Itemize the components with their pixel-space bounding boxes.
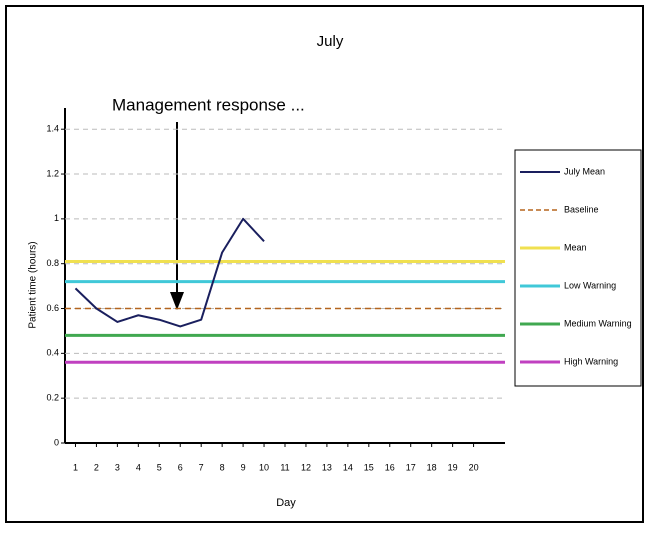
- legend-label: Medium Warning: [564, 318, 632, 328]
- x-tick-label: 12: [301, 462, 311, 472]
- x-tick-label: 5: [157, 462, 162, 472]
- y-axis-label: Patient time (hours): [28, 241, 39, 328]
- y-tick-label: 0: [54, 437, 59, 447]
- x-tick-label: 1: [73, 462, 78, 472]
- legend-label: Low Warning: [564, 280, 616, 290]
- legend: [514, 149, 642, 387]
- x-tick-label: 6: [178, 462, 183, 472]
- y-tick-label: 1.2: [46, 168, 59, 178]
- x-tick-label: 17: [406, 462, 416, 472]
- x-tick-label: 3: [115, 462, 120, 472]
- data-line: [74, 217, 265, 328]
- x-tick-label: 18: [427, 462, 437, 472]
- x-tick-label: 4: [136, 462, 141, 472]
- x-tick-label: 13: [322, 462, 332, 472]
- legend-label: July Mean: [564, 166, 605, 176]
- annotation-arrowhead: [170, 292, 184, 310]
- y-tick-label: 0.6: [46, 303, 59, 313]
- y-tick-label: 0.2: [46, 393, 59, 403]
- x-tick-label: 10: [259, 462, 269, 472]
- legend-label: Mean: [564, 242, 587, 252]
- y-tick-label: 1.4: [46, 124, 59, 134]
- x-tick-label: 2: [94, 462, 99, 472]
- legend-label: High Warning: [564, 356, 618, 366]
- x-tick-label: 15: [364, 462, 374, 472]
- x-axis-label: Day: [276, 497, 296, 509]
- y-tick-label: 0.4: [46, 348, 59, 358]
- x-tick-label: 7: [199, 462, 204, 472]
- y-tick-label: 1: [54, 213, 59, 223]
- y-tick-label: 0.8: [46, 258, 59, 268]
- x-tick-label: 9: [241, 462, 246, 472]
- x-tick-label: 8: [220, 462, 225, 472]
- x-tick-label: 11: [280, 462, 289, 472]
- x-tick-label: 14: [343, 462, 353, 472]
- x-tick-label: 20: [469, 462, 479, 472]
- x-tick-label: 19: [448, 462, 458, 472]
- chart-title: July: [317, 33, 344, 50]
- legend-label: Baseline: [564, 204, 599, 214]
- annotation: Management response ...: [112, 95, 305, 114]
- x-tick-label: 16: [385, 462, 395, 472]
